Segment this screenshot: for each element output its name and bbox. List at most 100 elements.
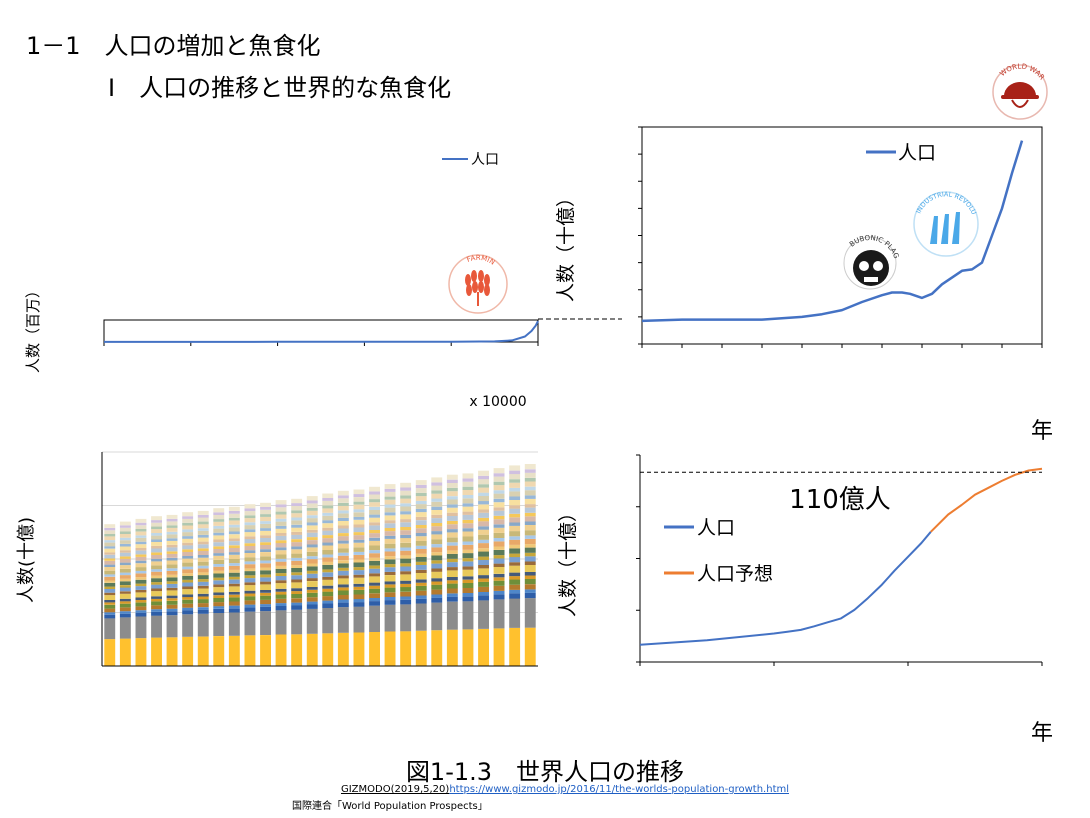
bar-segment xyxy=(509,548,521,554)
bar-segment xyxy=(104,534,116,537)
bar-segment xyxy=(228,586,240,592)
bar-segment xyxy=(166,598,178,601)
bar-segment xyxy=(135,535,147,538)
bar-segment xyxy=(197,551,209,555)
bar-segment xyxy=(415,561,427,565)
bar-segment xyxy=(244,529,256,533)
bar-segment xyxy=(182,582,194,587)
bar-segment xyxy=(384,523,396,528)
bar-segment xyxy=(275,511,287,515)
bar-segment xyxy=(275,525,287,529)
bar-segment xyxy=(493,555,505,559)
bar-segment xyxy=(228,572,240,577)
bar-segment xyxy=(400,574,412,581)
bar-segment xyxy=(244,593,256,597)
bar-segment xyxy=(119,546,131,551)
bar-segment xyxy=(369,545,380,551)
bar-segment xyxy=(166,615,178,638)
bar-segment xyxy=(260,545,271,550)
bar-segment xyxy=(446,580,458,584)
bar-segment xyxy=(369,573,380,577)
bar-segment xyxy=(135,525,147,529)
bar-segment xyxy=(509,470,521,475)
bar-segment xyxy=(135,567,147,571)
bar-segment xyxy=(322,550,334,555)
bar-segment xyxy=(166,560,178,565)
bar-segment xyxy=(478,559,489,565)
bar-segment xyxy=(166,568,178,571)
bar-segment xyxy=(213,587,225,593)
bar-segment xyxy=(415,500,427,505)
bar-segment xyxy=(213,539,225,543)
bar-segment xyxy=(493,599,505,629)
bar-segment xyxy=(322,515,334,521)
bar-segment xyxy=(384,499,396,505)
bar-segment xyxy=(244,585,256,591)
bar-segment xyxy=(369,486,380,492)
bar-segment xyxy=(275,580,287,584)
bar-segment xyxy=(509,474,521,480)
bar-segment xyxy=(337,563,349,568)
bar-segment xyxy=(446,529,458,533)
bar-segment xyxy=(322,530,334,536)
bar-segment xyxy=(431,560,443,564)
bar-segment xyxy=(260,560,271,564)
bar-segment xyxy=(275,568,287,574)
bar-segment xyxy=(119,638,131,666)
bar-segment xyxy=(291,568,303,573)
bar-segment xyxy=(384,556,396,560)
bar-segment xyxy=(119,556,131,559)
bar-segment xyxy=(369,557,380,561)
bar-segment xyxy=(509,539,521,545)
bar-segment xyxy=(182,555,194,559)
bar-segment xyxy=(415,533,427,537)
bar-segment xyxy=(337,570,349,576)
bar-segment xyxy=(244,539,256,544)
bar-segment xyxy=(182,549,194,552)
bar-1998 xyxy=(228,506,240,666)
bar-segment xyxy=(478,479,489,485)
bar-segment xyxy=(291,542,303,547)
bar-segment xyxy=(119,581,131,585)
bar-segment xyxy=(213,542,225,547)
bar-segment xyxy=(135,597,147,600)
bar-segment xyxy=(400,599,412,605)
bar-segment xyxy=(228,513,240,518)
bar-segment xyxy=(291,527,303,532)
bar-segment xyxy=(197,514,209,518)
bar-segment xyxy=(400,587,412,592)
bar-segment xyxy=(151,548,162,553)
bar-segment xyxy=(213,546,225,549)
bar-segment xyxy=(353,501,365,505)
source-link[interactable]: https://www.gizmodo.jp/2016/11/the-world… xyxy=(449,784,790,795)
bar-segment xyxy=(337,498,349,503)
bar-segment xyxy=(446,507,458,513)
bar-segment xyxy=(182,542,194,546)
bar-segment xyxy=(369,517,380,523)
bar-segment xyxy=(493,573,505,578)
bar-segment xyxy=(213,566,225,571)
bar-segment xyxy=(478,629,489,666)
bar-segment xyxy=(151,609,162,612)
bar-segment xyxy=(400,558,412,564)
bar-segment xyxy=(337,533,349,537)
bar-segment xyxy=(400,514,412,520)
bar-segment xyxy=(104,592,116,596)
bar-segment xyxy=(415,579,427,583)
bar-segment xyxy=(384,597,396,601)
bar-segment xyxy=(119,558,131,563)
bar-segment xyxy=(431,589,443,595)
bar-segment xyxy=(151,545,162,549)
bar-segment xyxy=(509,522,521,526)
bar-segment xyxy=(104,540,116,543)
bar-segment xyxy=(322,554,334,558)
bar-segment xyxy=(337,555,349,561)
bar-segment xyxy=(384,528,396,532)
bar-segment xyxy=(446,577,458,581)
bar-segment xyxy=(291,539,303,543)
bar-segment xyxy=(524,490,536,496)
bar-segment xyxy=(431,547,443,553)
bar-segment xyxy=(524,478,536,482)
bar-segment xyxy=(431,498,443,502)
bar-segment xyxy=(337,540,349,544)
